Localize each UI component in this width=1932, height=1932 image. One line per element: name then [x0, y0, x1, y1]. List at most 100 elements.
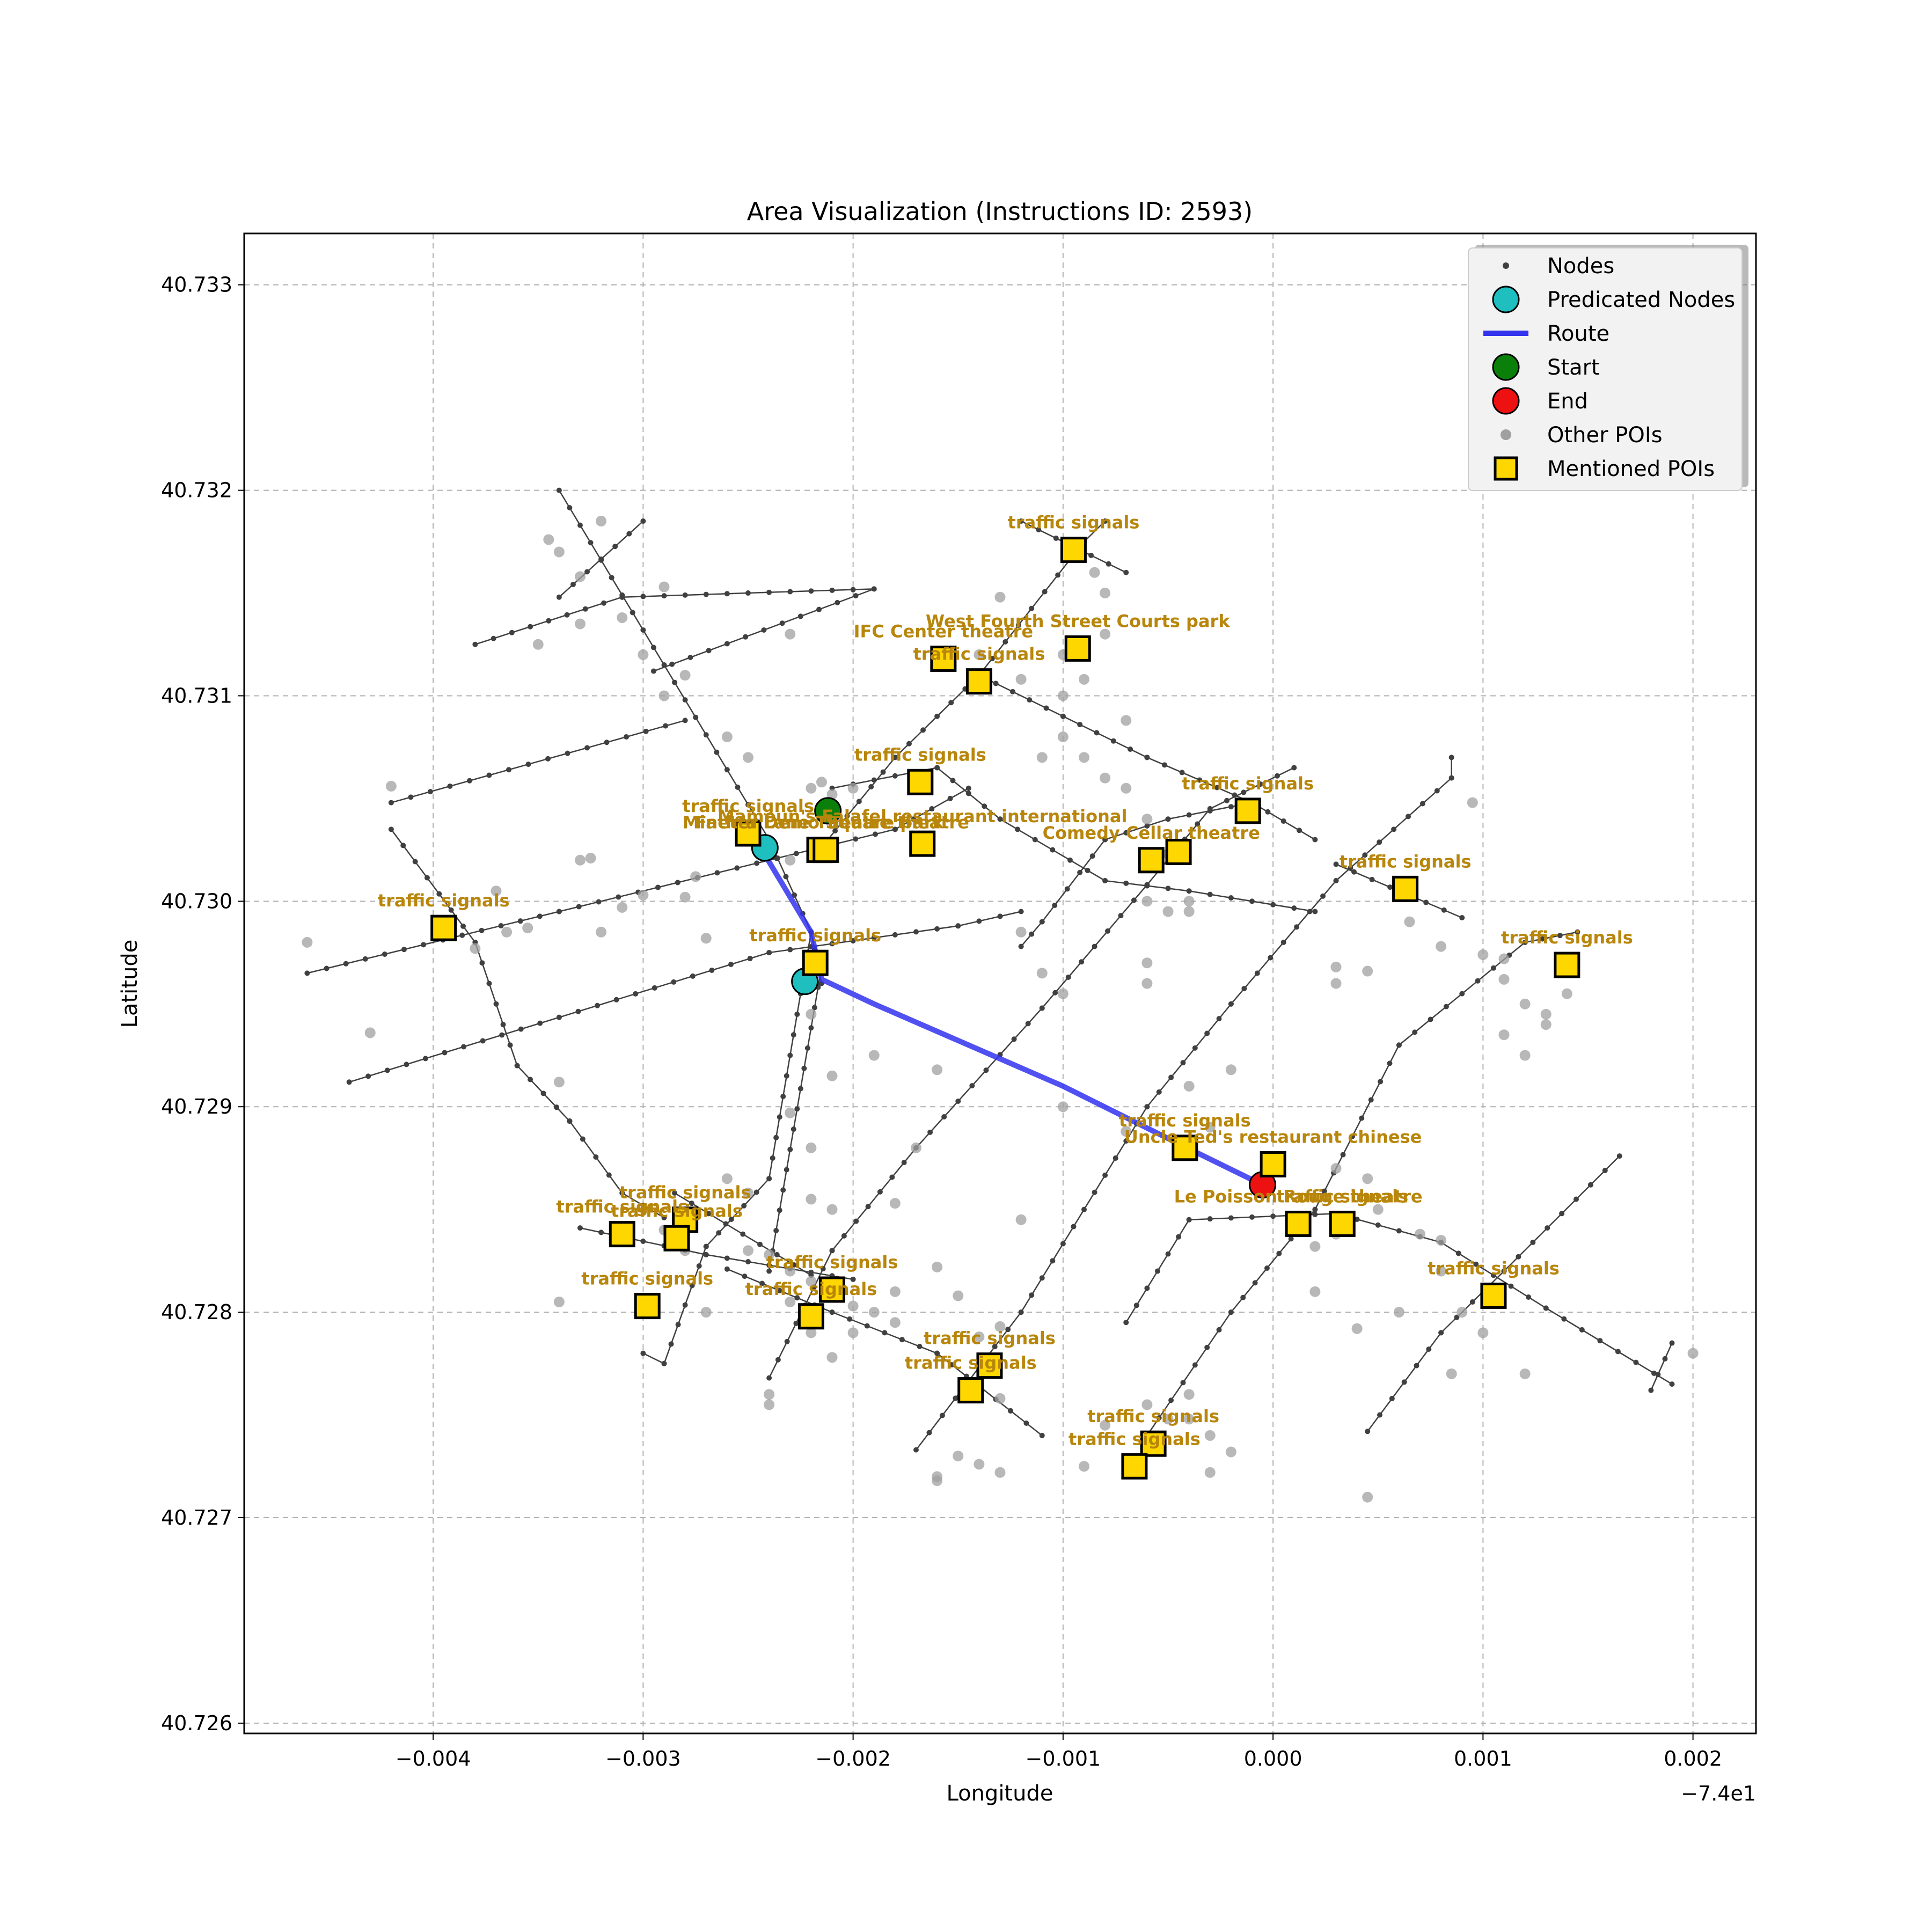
- street-node: [901, 1160, 907, 1166]
- street-node: [1557, 933, 1563, 939]
- street-node: [853, 593, 859, 599]
- street-node: [577, 522, 583, 528]
- street-node: [939, 1413, 945, 1418]
- street-node: [753, 1189, 759, 1195]
- street-node: [606, 1172, 612, 1178]
- street-node: [1052, 903, 1058, 909]
- mentioned-poi: [1060, 537, 1087, 564]
- legend-item-other-pois-marker: [1501, 429, 1511, 440]
- street-node: [853, 1218, 859, 1224]
- street-node: [1423, 899, 1429, 905]
- other-poi: [1183, 906, 1195, 917]
- street-node: [1156, 1415, 1162, 1421]
- other-poi: [1351, 1323, 1363, 1334]
- street-node: [652, 985, 657, 991]
- street-node: [892, 773, 898, 779]
- other-poi: [1079, 1461, 1089, 1472]
- street-node: [734, 865, 740, 871]
- other-poi: [1225, 1446, 1236, 1458]
- street-node: [1088, 552, 1094, 558]
- street-node: [766, 1262, 772, 1268]
- street-node: [989, 656, 995, 662]
- street-node: [1064, 886, 1070, 892]
- other-poi: [1498, 974, 1510, 985]
- other-poi: [658, 690, 670, 701]
- street-node: [1312, 1211, 1318, 1217]
- street-node: [1312, 909, 1318, 914]
- y-axis-ticks: 40.726 40.727 40.728 40.729 40.730 40.731 40.7…: [161, 273, 244, 1735]
- street-node: [570, 582, 576, 588]
- street-node: [672, 679, 678, 685]
- street-node: [556, 487, 562, 493]
- street-node: [1161, 762, 1167, 768]
- poi-label: Uncle Ted's restaurant chinese: [1124, 1126, 1422, 1147]
- other-poi: [974, 649, 985, 660]
- street-node: [716, 1230, 722, 1236]
- street-node: [1081, 1206, 1087, 1212]
- street-node: [1669, 1340, 1675, 1346]
- street-node: [609, 575, 614, 581]
- street-node: [401, 947, 407, 953]
- legend-item-route-label: Route: [1547, 321, 1609, 346]
- street-node: [784, 1167, 789, 1173]
- street-node: [724, 591, 730, 597]
- other-poi: [1057, 1101, 1069, 1113]
- street-node: [447, 783, 453, 789]
- street-node: [1378, 1079, 1384, 1085]
- legend-box: [1468, 247, 1743, 491]
- street-node: [1280, 939, 1286, 945]
- street-node: [1179, 770, 1185, 775]
- street-node: [640, 594, 646, 599]
- street-node: [941, 1114, 947, 1119]
- street-node: [480, 1038, 486, 1044]
- street-node: [1008, 1408, 1014, 1414]
- other-poi: [679, 670, 691, 681]
- street-node: [1144, 1285, 1150, 1291]
- poi-label: Comedy Cellar theatre: [1043, 823, 1260, 843]
- street-node: [1015, 826, 1021, 832]
- street-node: [1340, 1152, 1346, 1158]
- street-node: [780, 1187, 786, 1193]
- street-node: [582, 606, 588, 612]
- street-node: [1377, 1412, 1383, 1418]
- other-poi: [1309, 1241, 1321, 1252]
- street-node: [1434, 788, 1440, 794]
- street-node: [773, 1135, 779, 1140]
- street-node: [1186, 812, 1192, 818]
- poi-label: traffic signals: [1119, 1110, 1251, 1131]
- street-node: [892, 755, 898, 760]
- street-node: [1274, 773, 1280, 779]
- street-node: [565, 750, 570, 756]
- other-poi: [826, 1070, 838, 1081]
- x-axis-label: Longitude: [947, 1781, 1053, 1806]
- street-node: [794, 1295, 800, 1301]
- street-node: [1426, 1346, 1432, 1352]
- street-node: [1359, 1115, 1365, 1121]
- street-node: [1333, 878, 1339, 884]
- street-node: [1216, 1016, 1222, 1022]
- other-poi: [470, 943, 481, 954]
- street-node: [1015, 622, 1021, 628]
- street-node: [1443, 1004, 1449, 1009]
- other-poi: [1467, 797, 1478, 808]
- y-tick-label: 40.726: [161, 1711, 232, 1735]
- legend-item-mentioned-pois-marker: [1494, 456, 1518, 481]
- street-node: [626, 531, 632, 537]
- street-node: [1025, 1021, 1031, 1027]
- street-node: [1009, 689, 1015, 694]
- street-node: [779, 620, 785, 626]
- street-node: [553, 1104, 559, 1110]
- street-nodes: [304, 487, 1675, 1453]
- other-poi: [889, 1198, 901, 1209]
- poi-label: traffic signals: [1428, 1258, 1560, 1278]
- other-poi: [1540, 1019, 1552, 1030]
- street-node: [675, 880, 680, 885]
- street-node: [1240, 1294, 1246, 1300]
- street-node: [388, 800, 394, 806]
- street-node: [745, 1259, 751, 1265]
- x-axis-offset-label: −7.4e1: [1681, 1782, 1756, 1805]
- street-node: [1561, 1316, 1567, 1322]
- other-poi: [932, 1064, 943, 1075]
- street-node: [584, 745, 590, 751]
- street-node: [1414, 1363, 1419, 1368]
